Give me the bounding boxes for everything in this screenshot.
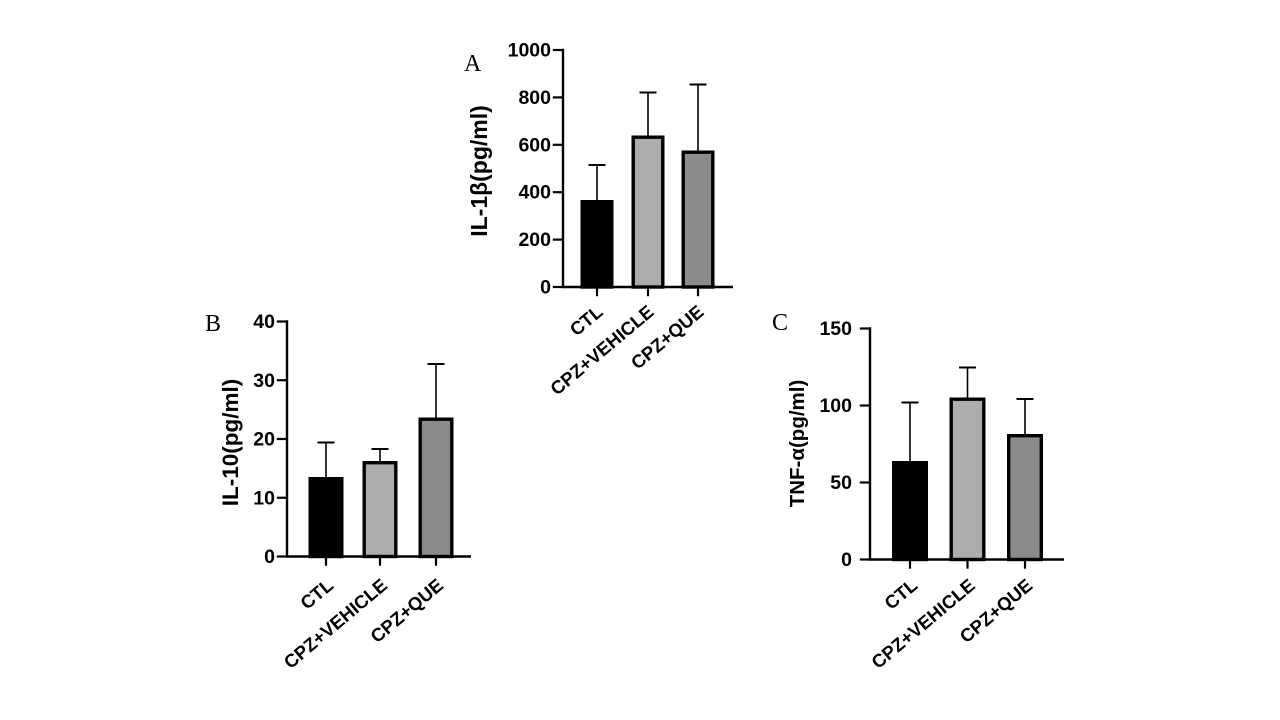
svg-text:150: 150 (819, 318, 852, 340)
svg-text:100: 100 (819, 395, 852, 417)
svg-text:IL-1β(pg/ml): IL-1β(pg/ml) (466, 105, 492, 237)
svg-text:0: 0 (264, 546, 275, 568)
svg-text:IL-10(pg/ml): IL-10(pg/ml) (218, 379, 243, 507)
svg-text:50: 50 (830, 472, 852, 494)
svg-text:0: 0 (841, 549, 852, 571)
svg-text:20: 20 (253, 429, 275, 451)
svg-text:CTL: CTL (880, 574, 921, 613)
svg-text:CTL: CTL (566, 301, 607, 340)
svg-text:400: 400 (518, 182, 551, 204)
svg-text:10: 10 (253, 487, 275, 509)
svg-text:1000: 1000 (508, 40, 552, 62)
svg-text:TNF-α(pg/ml): TNF-α(pg/ml) (786, 380, 809, 508)
svg-text:800: 800 (518, 87, 551, 109)
svg-text:0: 0 (540, 277, 551, 299)
svg-text:30: 30 (253, 370, 275, 392)
svg-text:CTL: CTL (296, 574, 337, 613)
svg-text:A: A (464, 51, 482, 77)
svg-text:600: 600 (518, 134, 551, 156)
svg-text:B: B (205, 311, 221, 337)
svg-text:CPZ+VEHICLE: CPZ+VEHICLE (867, 574, 979, 672)
svg-text:40: 40 (253, 311, 275, 333)
svg-text:C: C (772, 310, 788, 336)
svg-text:200: 200 (518, 229, 551, 251)
